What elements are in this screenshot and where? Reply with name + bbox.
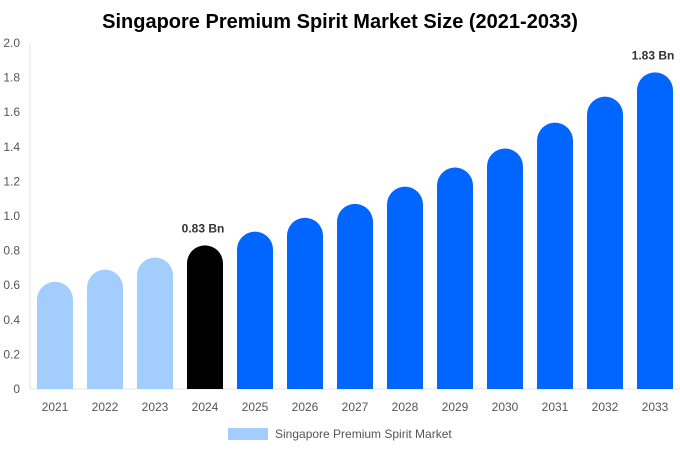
x-tick-label: 2031 <box>542 400 569 414</box>
bar-2030 <box>487 148 523 389</box>
y-tick-label: 1.8 <box>3 71 20 85</box>
x-tick-label: 2025 <box>242 400 269 414</box>
x-tick-label: 2028 <box>392 400 419 414</box>
legend-label: Singapore Premium Spirit Market <box>275 427 452 441</box>
x-tick-label: 2033 <box>642 400 669 414</box>
x-tick-label: 2021 <box>42 400 69 414</box>
legend-swatch <box>228 428 268 440</box>
x-tick-label: 2032 <box>592 400 619 414</box>
y-tick-label: 1.2 <box>3 174 20 188</box>
x-tick-label: 2026 <box>292 400 319 414</box>
y-tick-label: 2.0 <box>3 36 20 50</box>
data-label: 1.83 Bn <box>632 48 675 62</box>
bar-2033 <box>637 72 673 389</box>
bar-2023 <box>137 257 173 389</box>
bar-2021 <box>37 281 73 389</box>
y-tick-label: 0.2 <box>3 347 20 361</box>
y-tick-label: 0.4 <box>3 313 20 327</box>
y-tick-label: 0 <box>13 382 20 396</box>
bar-2027 <box>337 203 373 389</box>
x-tick-label: 2023 <box>142 400 169 414</box>
x-tick-label: 2027 <box>342 400 369 414</box>
x-tick-label: 2029 <box>442 400 469 414</box>
bar-2031 <box>537 122 573 389</box>
data-label: 0.83 Bn <box>182 221 225 235</box>
x-tick-label: 2030 <box>492 400 519 414</box>
bar-2022 <box>87 269 123 389</box>
chart-title: Singapore Premium Spirit Market Size (20… <box>102 11 578 33</box>
y-tick-label: 0.8 <box>3 244 20 258</box>
bar-2029 <box>437 167 473 389</box>
bar-2026 <box>287 217 323 389</box>
x-tick-label: 2022 <box>92 400 119 414</box>
bar-2028 <box>387 186 423 389</box>
legend: Singapore Premium Spirit Market <box>228 427 452 441</box>
y-tick-label: 1.6 <box>3 105 20 119</box>
bar-2025 <box>237 231 273 389</box>
bar-2024 <box>187 245 223 389</box>
y-tick-label: 1.0 <box>3 209 20 223</box>
y-tick-label: 0.6 <box>3 278 20 292</box>
bar-2032 <box>587 96 623 389</box>
x-tick-label: 2024 <box>192 400 219 414</box>
y-tick-label: 1.4 <box>3 140 20 154</box>
